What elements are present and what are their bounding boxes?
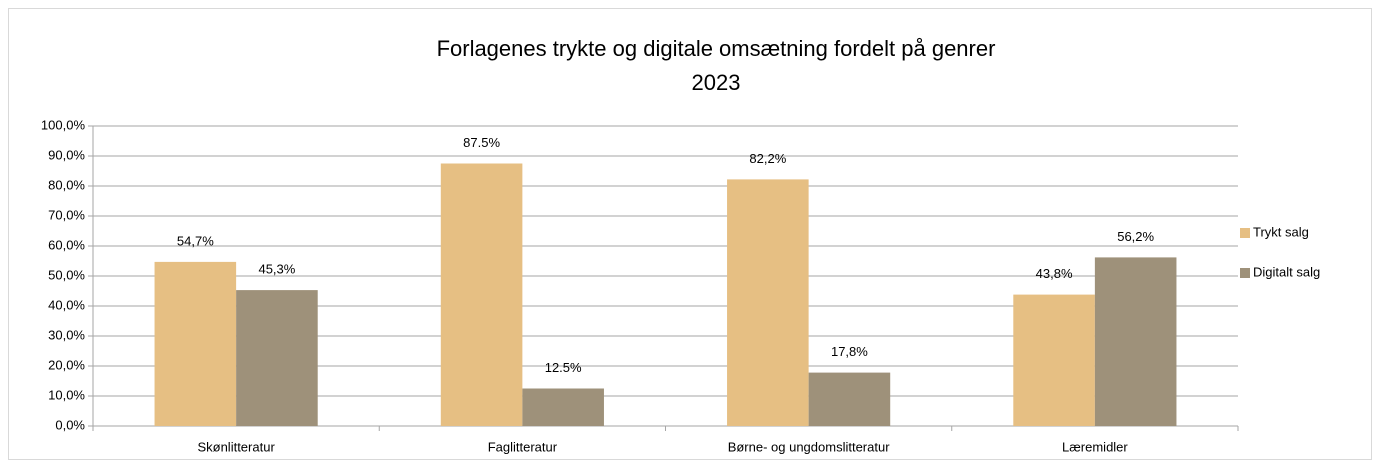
legend-label: Trykt salg [1253,224,1309,239]
y-tick-label: 40,0% [48,297,85,312]
legend-swatch [1240,228,1250,238]
y-tick-label: 90,0% [48,147,85,162]
y-tick-label: 10,0% [48,387,85,402]
bar [1094,257,1177,426]
data-label: 56,2% [1117,229,1154,244]
x-tick-label: Børne- og ungdomslitteratur [728,439,891,454]
bar [808,372,891,426]
y-tick-label: 20,0% [48,357,85,372]
x-tick-label: Læremidler [1062,439,1128,454]
bar [236,290,318,426]
bar [522,388,604,426]
data-label: 43,8% [1036,266,1073,281]
data-label: 17,8% [831,344,868,359]
legend-swatch [1240,268,1250,278]
data-label: 82,2% [749,151,786,166]
bar [727,179,809,426]
x-tick-label: Skønlitteratur [197,439,275,454]
chart-subtitle: 2023 [692,70,741,95]
data-label: 12.5% [545,360,582,375]
bar [1013,294,1095,426]
chart-title: Forlagenes trykte og digitale omsætning … [437,36,996,61]
y-tick-label: 70,0% [48,207,85,222]
x-tick-label: Faglitteratur [488,439,558,454]
y-tick-label: 60,0% [48,237,85,252]
y-tick-label: 50,0% [48,267,85,282]
data-label: 45,3% [258,262,295,277]
legend-label: Digitalt salg [1253,264,1320,279]
y-tick-label: 0,0% [55,417,85,432]
bar [440,163,523,426]
bar [154,261,237,426]
y-tick-label: 30,0% [48,327,85,342]
data-label: 87.5% [463,135,500,150]
y-tick-label: 80,0% [48,177,85,192]
y-tick-label: 100,0% [41,117,86,132]
data-label: 54,7% [177,233,214,248]
